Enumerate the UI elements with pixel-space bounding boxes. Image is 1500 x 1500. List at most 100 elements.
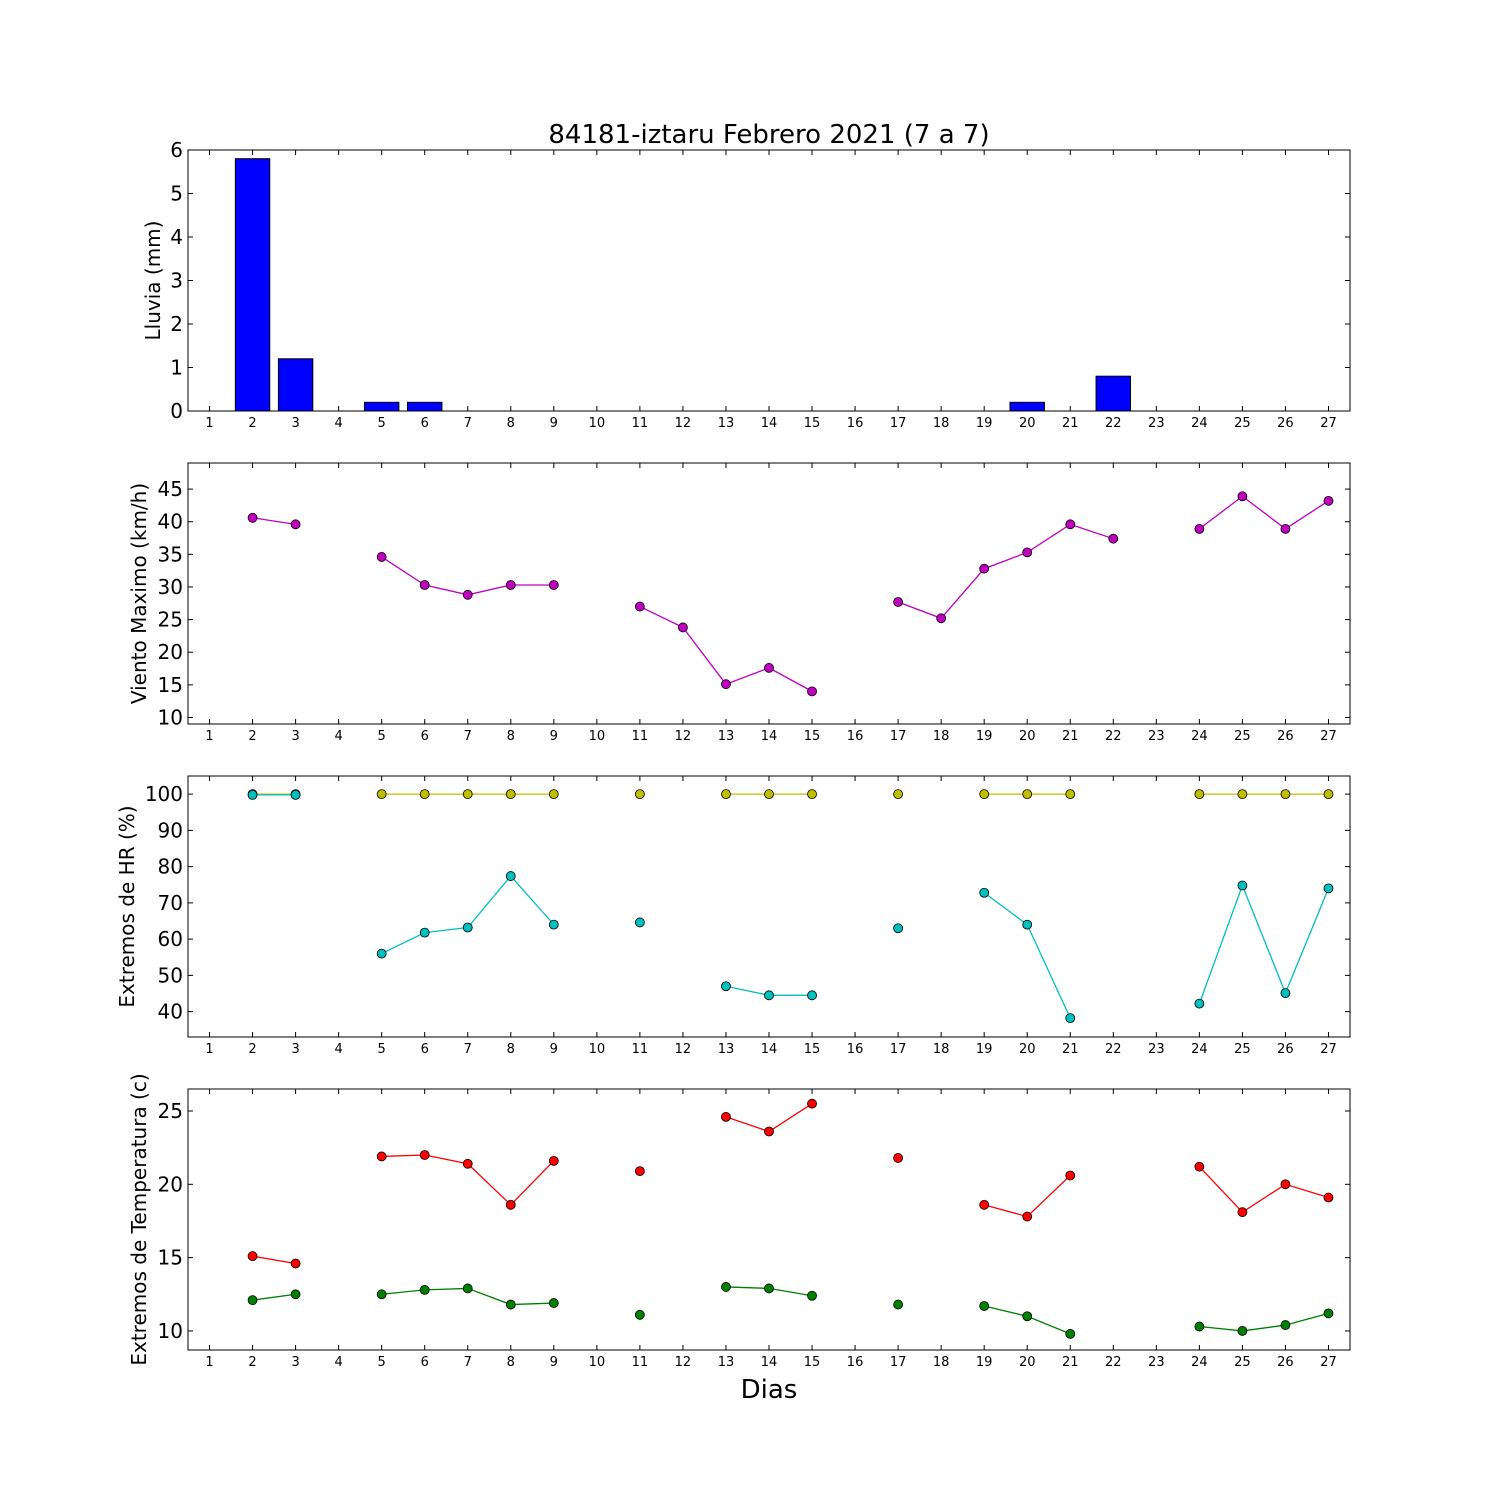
x-tick-label: 12 (675, 1355, 692, 1370)
y-tick-label: 4 (170, 225, 183, 249)
x-tick-label: 20 (1019, 1355, 1036, 1370)
data-point (1323, 789, 1334, 800)
x-tick-label: 20 (1019, 729, 1036, 744)
x-tick-label: 25 (1234, 1355, 1251, 1370)
data-point (807, 789, 817, 800)
y-tick-label: 20 (158, 640, 183, 664)
data-point (1280, 988, 1291, 999)
data-point (419, 789, 430, 800)
data-point (376, 1151, 387, 1162)
x-tick-label: 14 (761, 1355, 778, 1370)
data-point (505, 871, 516, 881)
data-point (247, 512, 258, 523)
x-axis-label: Dias (741, 1375, 798, 1405)
x-tick-label: 20 (1019, 416, 1036, 431)
data-point (1022, 789, 1033, 800)
series-line (1198, 495, 1329, 530)
rain-bar (277, 358, 314, 412)
series-line (1198, 1166, 1329, 1214)
x-tick-label: 13 (718, 1355, 735, 1370)
data-point (1022, 1211, 1033, 1222)
x-tick-label: 20 (1019, 1042, 1036, 1057)
x-tick-label: 18 (933, 1355, 950, 1370)
y-tick-label: 70 (158, 891, 183, 915)
data-point (247, 789, 258, 800)
data-point (979, 887, 990, 898)
data-point (290, 1289, 301, 1300)
x-tick-label: 12 (675, 416, 692, 431)
x-tick-label: 7 (464, 1042, 472, 1057)
y-tick-label: 2 (170, 312, 183, 336)
y-tick-label: 6 (170, 138, 183, 162)
data-point (1323, 495, 1334, 506)
data-point (979, 789, 990, 800)
data-point (1194, 1161, 1205, 1172)
data-point (1280, 1320, 1291, 1330)
x-tick-label: 8 (507, 729, 515, 744)
x-tick-label: 1 (205, 729, 213, 744)
x-tick-label: 4 (334, 1042, 342, 1057)
x-tick-label: 7 (464, 1355, 472, 1370)
x-tick-label: 18 (933, 1042, 950, 1057)
x-tick-label: 10 (589, 416, 606, 431)
x-tick-label: 14 (761, 416, 778, 431)
data-point (1237, 880, 1248, 891)
data-point (1022, 547, 1033, 558)
x-tick-label: 1 (205, 1355, 213, 1370)
data-point (634, 601, 645, 612)
x-tick-label: 1 (205, 416, 213, 431)
x-tick-label: 6 (421, 729, 429, 744)
data-point (807, 1098, 817, 1109)
x-tick-label: 6 (421, 416, 429, 431)
x-tick-label: 23 (1148, 1355, 1165, 1370)
x-tick-label: 18 (933, 416, 950, 431)
x-tick-label: 25 (1234, 729, 1251, 744)
data-point (1108, 533, 1119, 544)
y-tick-label: 45 (158, 477, 183, 501)
x-tick-label: 12 (675, 1042, 692, 1057)
plot-frame (187, 149, 1351, 412)
x-tick-label: 22 (1105, 1042, 1122, 1057)
x-tick-label: 7 (464, 416, 472, 431)
x-tick-label: 19 (976, 416, 993, 431)
x-tick-label: 24 (1191, 1042, 1208, 1057)
series-2 (247, 1282, 1334, 1339)
chart-title: 84181-iztaru Febrero 2021 (7 a 7) (548, 120, 989, 150)
data-point (1065, 789, 1076, 800)
y-tick-label: 10 (158, 1319, 183, 1343)
series-line (1199, 1312, 1329, 1332)
data-point (721, 981, 731, 992)
x-tick-label: 10 (589, 1355, 606, 1370)
x-tick-label: 25 (1234, 416, 1251, 431)
data-point (1237, 1207, 1248, 1218)
x-tick-label: 6 (421, 1355, 429, 1370)
data-point (1280, 789, 1291, 800)
data-point (893, 789, 904, 800)
data-point (1194, 789, 1205, 800)
data-point (1194, 524, 1205, 534)
data-point (1323, 1308, 1334, 1319)
data-point (1237, 1326, 1248, 1336)
x-tick-label: 3 (291, 1355, 299, 1370)
x-tick-label: 19 (976, 1042, 993, 1057)
data-point (764, 990, 774, 1001)
x-tick-label: 26 (1277, 729, 1294, 744)
x-tick-label: 4 (334, 1355, 342, 1370)
x-tick-label: 5 (378, 416, 386, 431)
data-point (290, 789, 301, 800)
y-axis-label: Viento Maximo (km/h) (127, 483, 151, 704)
x-tick-label: 26 (1277, 1355, 1294, 1370)
data-point (505, 1299, 516, 1310)
data-point (419, 927, 430, 938)
data-point (1280, 1179, 1291, 1190)
y-tick-label: 5 (170, 182, 183, 206)
x-tick-label: 14 (761, 729, 778, 744)
data-point (634, 917, 645, 928)
data-point (1065, 1170, 1076, 1181)
x-tick-label: 3 (291, 1042, 299, 1057)
y-tick-label: 40 (158, 510, 183, 534)
series-line (252, 517, 296, 525)
